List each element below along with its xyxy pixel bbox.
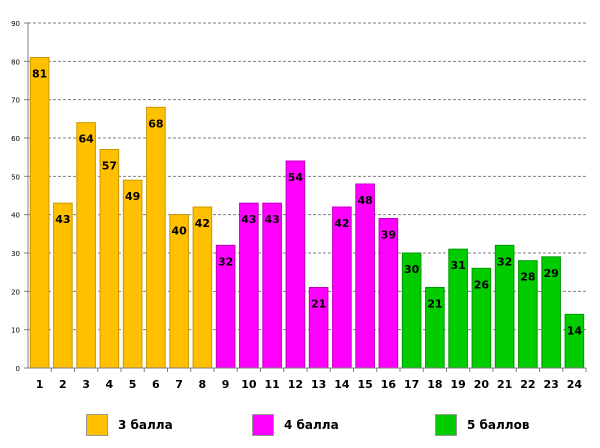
bar — [76, 122, 96, 369]
y-tick-label: 30 — [11, 250, 20, 258]
data-label: 81 — [32, 68, 47, 81]
bar — [122, 179, 143, 369]
x-tick-label: 12 — [288, 378, 303, 391]
data-label: 57 — [102, 160, 117, 173]
x-tick-label: 5 — [129, 378, 137, 391]
data-label: 26 — [474, 278, 490, 291]
data-label: 49 — [125, 190, 140, 203]
x-tick-label: 2 — [59, 378, 67, 391]
x-tick-label: 13 — [311, 378, 326, 391]
x-tick-label: 19 — [450, 378, 465, 391]
x-tick-label: 7 — [175, 378, 183, 391]
x-tick-label: 9 — [222, 378, 230, 391]
legend-item-5-points: 5 баллов — [435, 414, 529, 436]
x-tick-label: 15 — [357, 378, 372, 391]
data-label: 21 — [427, 298, 442, 311]
bar — [239, 202, 259, 369]
data-label: 14 — [567, 324, 583, 337]
data-label: 43 — [55, 213, 70, 226]
data-label: 28 — [520, 271, 535, 284]
bar — [262, 202, 282, 369]
legend-swatch-5-points — [435, 414, 457, 436]
data-label: 31 — [450, 259, 465, 272]
x-tick-label: 17 — [404, 378, 419, 391]
x-tick-label: 24 — [567, 378, 583, 391]
bar — [29, 57, 50, 369]
bar — [332, 206, 352, 369]
x-tick-label: 20 — [474, 378, 490, 391]
y-tick-label: 90 — [11, 20, 20, 28]
data-label: 21 — [311, 298, 326, 311]
legend-swatch-3-points — [86, 414, 108, 436]
data-label: 42 — [334, 217, 349, 230]
x-tick-label: 4 — [106, 378, 114, 391]
bar — [99, 149, 120, 369]
x-tick-label: 21 — [497, 378, 512, 391]
legend-label-4-points: 4 балла — [284, 418, 339, 432]
y-tick-label: 0 — [16, 365, 20, 373]
y-tick-label: 20 — [11, 288, 20, 296]
bar — [146, 106, 166, 369]
y-tick-label: 80 — [11, 58, 20, 66]
x-tick-label: 11 — [264, 378, 279, 391]
y-tick-label: 10 — [11, 327, 20, 335]
x-tick-label: 8 — [199, 378, 207, 391]
x-tick-label: 1 — [36, 378, 44, 391]
x-tick-label: 6 — [152, 378, 160, 391]
y-tick-label: 50 — [11, 173, 20, 181]
legend-label-3-points: 3 балла — [118, 418, 173, 432]
data-label: 48 — [357, 194, 372, 207]
y-tick-label: 70 — [11, 97, 20, 105]
data-label: 43 — [264, 213, 279, 226]
data-label: 32 — [218, 255, 233, 268]
x-tick-label: 3 — [82, 378, 90, 391]
data-label: 42 — [195, 217, 210, 230]
data-label: 39 — [381, 229, 396, 242]
data-label: 54 — [288, 171, 304, 184]
data-label: 68 — [148, 117, 163, 130]
y-tick-label: 40 — [11, 212, 20, 220]
bar — [355, 183, 375, 369]
x-tick-label: 10 — [241, 378, 257, 391]
data-label: 30 — [404, 263, 420, 276]
data-label: 29 — [543, 267, 558, 280]
bar — [564, 313, 585, 369]
data-label: 32 — [497, 255, 512, 268]
bar — [53, 202, 73, 369]
legend-item-4-points: 4 балла — [252, 414, 339, 436]
x-tick-label: 14 — [334, 378, 350, 391]
data-label: 64 — [78, 133, 94, 146]
x-tick-label: 22 — [520, 378, 535, 391]
bar — [285, 160, 306, 369]
data-label: 40 — [171, 225, 187, 238]
legend-item-3-points: 3 балла — [86, 414, 173, 436]
data-label: 43 — [241, 213, 256, 226]
legend-label-5-points: 5 баллов — [467, 418, 530, 432]
legend-swatch-4-points — [252, 414, 274, 436]
x-tick-label: 23 — [543, 378, 558, 391]
y-tick-label: 60 — [11, 135, 20, 143]
x-tick-label: 18 — [427, 378, 442, 391]
x-tick-label: 16 — [381, 378, 397, 391]
bar — [192, 206, 213, 369]
